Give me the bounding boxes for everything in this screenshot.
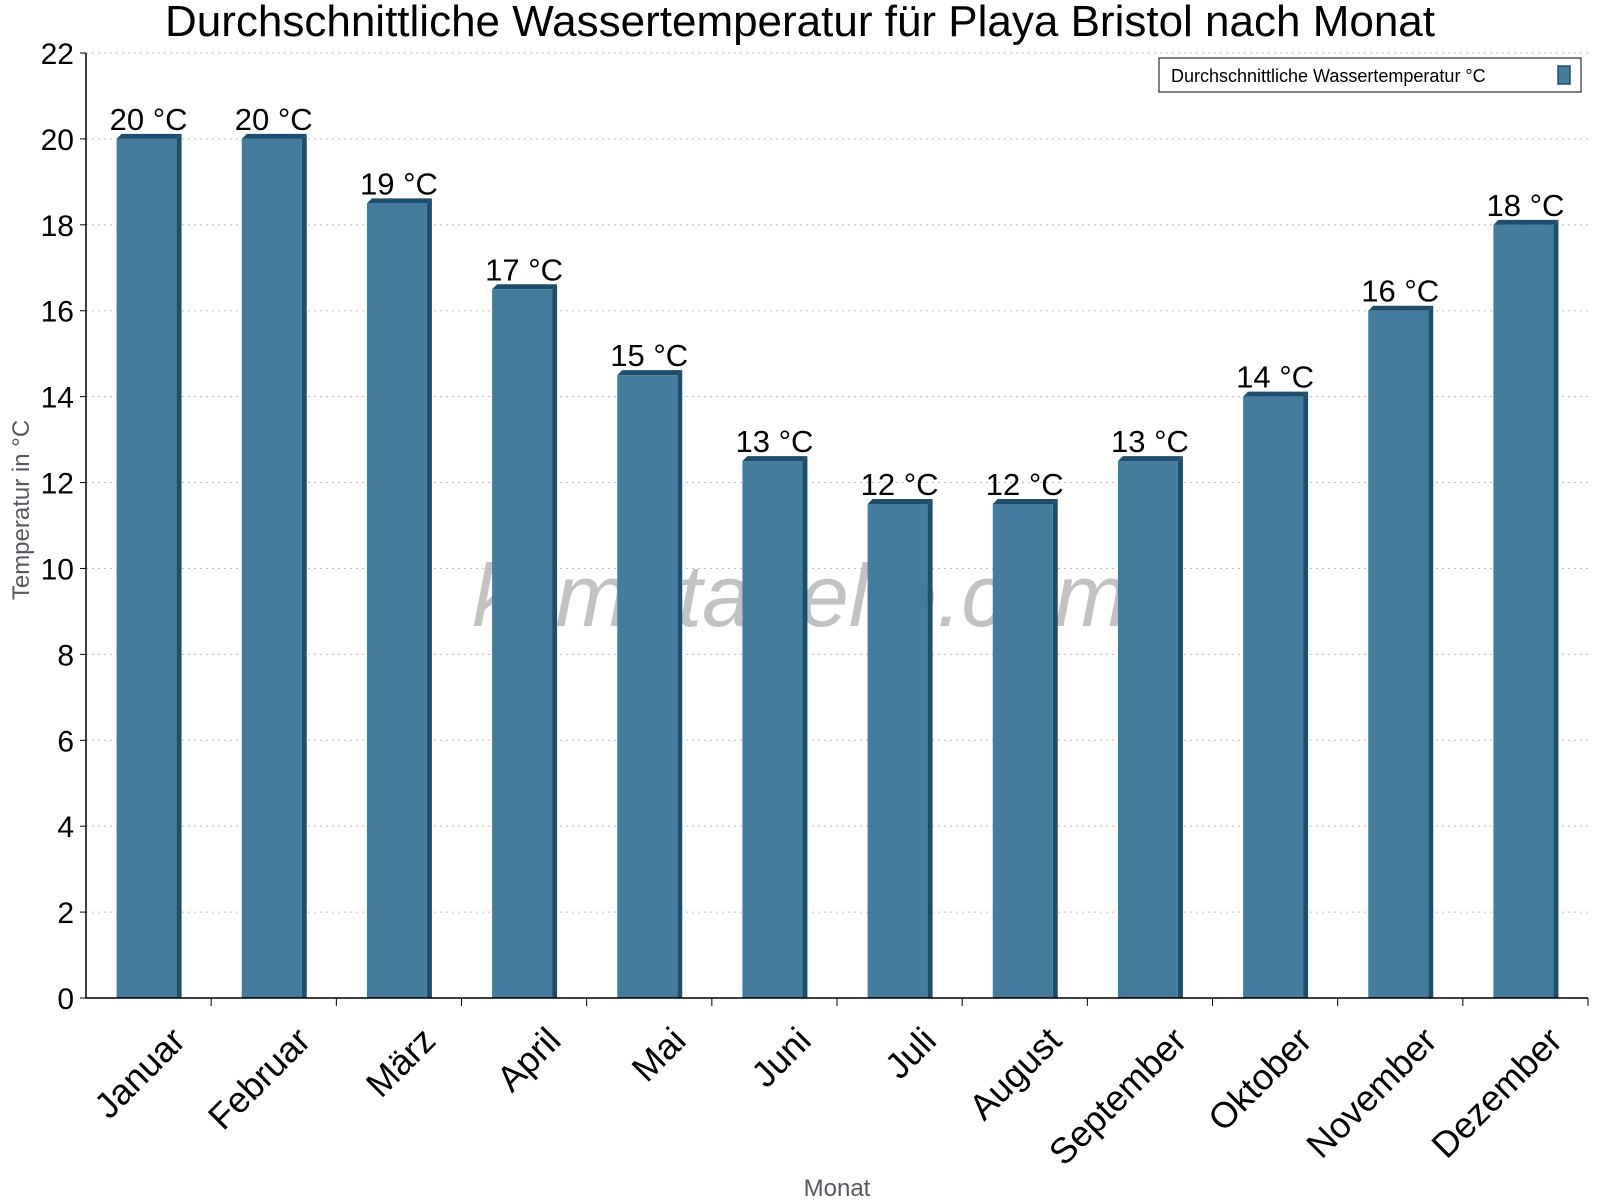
legend-label: Durchschnittliche Wassertemperatur °C — [1171, 66, 1486, 86]
y-tick-label: 18 — [41, 210, 74, 243]
value-label: 20 °C — [110, 102, 188, 137]
bar — [366, 203, 427, 998]
bar — [867, 504, 928, 998]
y-tick-label: 2 — [57, 897, 74, 930]
y-tick-labels: 0 2 4 6 8 10 12 14 16 18 20 22 — [41, 38, 74, 1016]
x-tick-label: Dezember — [1423, 1019, 1569, 1165]
y-tick-label: 22 — [41, 38, 74, 71]
x-tick-label: August — [961, 1019, 1069, 1127]
legend: Durchschnittliche Wassertemperatur °C — [1158, 57, 1582, 93]
chart-title: Durchschnittliche Wassertemperatur für P… — [165, 0, 1435, 46]
bar-side — [927, 499, 933, 998]
bar-top — [1117, 456, 1183, 462]
bar-top — [867, 499, 933, 505]
bar-side — [176, 133, 182, 999]
value-label: 16 °C — [1361, 274, 1439, 309]
y-tick-label: 0 — [57, 983, 74, 1016]
bar-side — [1052, 499, 1058, 998]
y-tick-label: 12 — [41, 468, 74, 501]
y-tick-label: 14 — [41, 382, 74, 415]
axes — [80, 52, 1589, 1006]
bar — [1243, 396, 1304, 998]
bar-top — [617, 370, 683, 376]
bar-side — [802, 456, 808, 998]
bar-side — [1553, 219, 1559, 998]
bar — [1368, 310, 1429, 998]
bar — [992, 504, 1053, 998]
y-tick-label: 10 — [41, 553, 74, 586]
value-label: 18 °C — [1486, 188, 1564, 223]
y-tick-label: 4 — [57, 811, 74, 844]
bar — [1117, 461, 1178, 998]
bar — [492, 289, 553, 998]
bar-side — [301, 133, 307, 999]
value-label: 14 °C — [1236, 360, 1314, 395]
x-tick-label: Februar — [200, 1019, 318, 1137]
value-label: 12 °C — [861, 467, 939, 502]
bar-side — [552, 284, 558, 998]
legend-box — [1158, 57, 1582, 93]
x-tick-label: März — [358, 1019, 444, 1105]
y-tick-label: 8 — [57, 639, 74, 672]
bar-side — [677, 370, 683, 999]
value-label: 15 °C — [610, 338, 688, 373]
bar-top — [241, 133, 307, 139]
bar-top — [1368, 305, 1434, 311]
x-tick-label: Mai — [624, 1019, 694, 1089]
bar-top — [1243, 391, 1309, 397]
value-label: 13 °C — [735, 424, 813, 459]
bars — [116, 133, 1559, 999]
bar — [1493, 224, 1554, 998]
bar — [617, 375, 678, 999]
x-tick-label: Oktober — [1200, 1019, 1320, 1139]
bar-top — [366, 198, 432, 204]
value-label: 19 °C — [360, 166, 438, 201]
legend-swatch — [1557, 65, 1571, 85]
y-tick-label: 16 — [41, 296, 74, 329]
bar-side — [1428, 305, 1434, 998]
bar-side — [426, 198, 432, 998]
bar-top — [492, 284, 558, 290]
bar-side — [1177, 456, 1183, 998]
value-label: 13 °C — [1111, 424, 1189, 459]
bar — [116, 138, 177, 999]
x-tick-labels: Januar Februar März April Mai Juni Juli AugustS… — [86, 1019, 1570, 1173]
bar — [742, 461, 803, 998]
value-label: 20 °C — [235, 102, 313, 137]
bar — [241, 138, 302, 999]
bar-side — [1303, 391, 1309, 998]
x-tick-label: April — [488, 1019, 568, 1099]
x-tick-label: September — [1041, 1019, 1195, 1173]
bar-top — [992, 499, 1058, 505]
value-label: 12 °C — [986, 467, 1064, 502]
y-axis-label: Temperatur in °C — [8, 420, 35, 600]
bar-top — [1493, 219, 1559, 225]
x-tick-label: Juli — [877, 1019, 944, 1086]
bar-top — [742, 456, 808, 462]
value-label: 17 °C — [485, 252, 563, 287]
gridlines — [86, 52, 1588, 913]
value-labels: 20 °C 20 °C 19 °C 17 °C 15 °C 13 °C 12 °C 12 °C… — [110, 102, 1565, 502]
x-axis-label: Monat — [804, 1175, 871, 1200]
x-tick-label: Juni — [743, 1019, 819, 1095]
x-tick-label: November — [1298, 1019, 1444, 1165]
y-tick-label: 6 — [57, 725, 74, 758]
x-tick-label: Januar — [86, 1019, 193, 1126]
y-tick-label: 20 — [41, 124, 74, 157]
bar-top — [116, 133, 182, 139]
